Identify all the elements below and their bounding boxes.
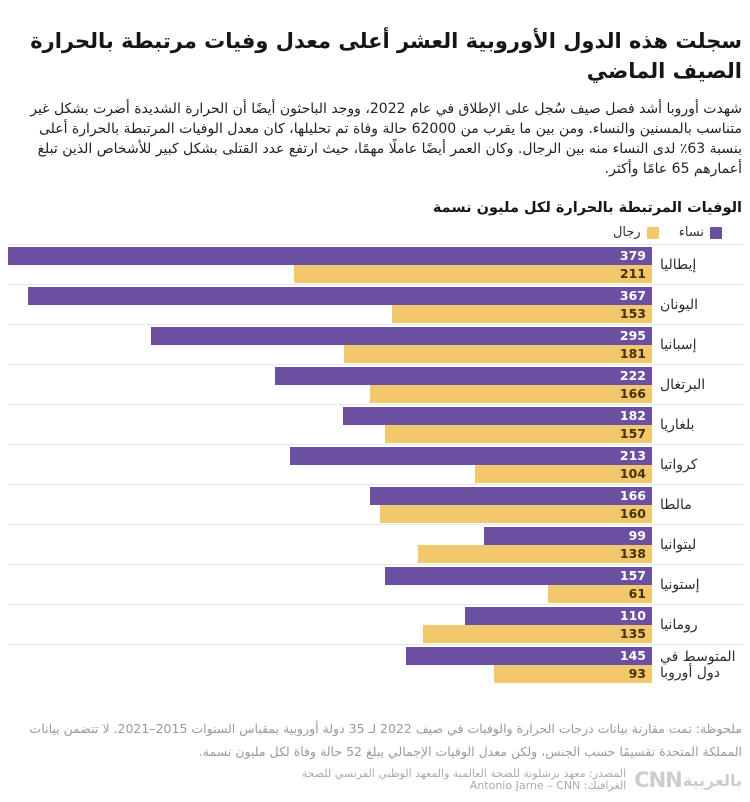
cnn-arabic-logo: بالعربية CNN [634,768,742,792]
men-value: 166 [619,385,646,401]
men-value: 211 [619,265,646,281]
footer: بالعربية CNN المصدر: معهد برشلونة للصحة … [8,768,742,793]
country-label: إيطاليا [660,256,697,273]
women-value: 157 [619,567,646,583]
chart-row: المتوسط في دول أوروبا 145 93 [8,644,742,684]
women-value: 367 [619,287,646,303]
row-bars: 145 93 [8,646,652,683]
men-bar: 211 [293,264,652,283]
men-bar: 135 [422,624,652,643]
men-value: 138 [619,545,646,561]
country-label: البرتغال [660,376,706,393]
men-value: 157 [619,425,646,441]
chart-row: كرواتيا 213 104 [8,444,742,484]
legend-item-women: نساء [679,225,722,240]
credit-name: Antonio Jarne – CNN [469,779,581,792]
women-swatch-icon [710,226,722,239]
men-value: 93 [628,665,646,681]
legend-label-women: نساء [678,225,704,240]
country-label: رومانيا [660,616,698,633]
country-label: كرواتيا [660,456,698,473]
women-value: 295 [619,327,646,343]
bar-chart: إيطاليا 379 211 اليونان 367 153 إسبانيا … [8,244,742,684]
chart-row: رومانيا 110 135 [8,604,742,644]
row-bars: 213 104 [8,446,652,483]
women-bar: 213 [290,446,652,465]
women-bar: 367 [28,286,652,305]
page-title: سجلت هذه الدول الأوروبية العشر أعلى معدل… [30,29,742,83]
men-value: 153 [619,305,646,321]
country-label: إسبانيا [660,336,697,353]
legend-item-men: رجال [613,225,659,240]
chart-row: إسبانيا 295 181 [8,324,742,364]
credits: المصدر: معهد برشلونة للصحة العالمية والم… [302,768,626,792]
men-value: 61 [628,585,646,601]
country-label: إستونيا [660,576,700,593]
men-bar: 138 [417,544,652,563]
country-label: المتوسط في دول أوروبا [660,648,736,681]
women-bar: 145 [405,646,652,665]
row-bars: 222 166 [8,366,652,403]
chart-row: اليونان 367 153 [8,284,742,324]
men-bar: 93 [493,664,652,683]
chart-row: إستونيا 157 61 [8,564,742,604]
men-value: 135 [619,625,646,641]
women-value: 213 [619,447,646,463]
chart-row: بلغاريا 182 157 [8,404,742,444]
country-label: اليونان [660,296,699,313]
men-value: 160 [619,505,646,521]
men-bar: 166 [369,384,652,403]
women-bar: 157 [385,566,652,585]
women-bar: 99 [483,526,652,545]
chart-row: البرتغال 222 166 [8,364,742,404]
men-swatch-icon [646,226,659,239]
country-label: ليتوانيا [660,536,697,553]
women-value: 145 [619,647,646,663]
women-bar: 182 [342,406,652,425]
row-bars: 166 160 [8,486,652,523]
women-value: 166 [619,487,646,503]
chart-row: مالطا 166 160 [8,484,742,524]
men-bar: 104 [475,464,652,483]
row-bars: 295 181 [8,326,652,363]
men-bar: 61 [548,584,652,603]
women-bar: 295 [150,326,652,345]
women-value: 222 [619,367,646,383]
credit-line: الغرافيك: Antonio Jarne – CNN [302,780,626,792]
women-bar: 110 [465,606,652,625]
row-bars: 110 135 [8,606,652,643]
row-bars: 379 211 [8,246,652,283]
women-bar: 166 [369,486,652,505]
credit-label: الغرافيك: [583,779,627,792]
women-value: 110 [619,607,646,623]
women-value: 379 [619,247,646,263]
country-label: مالطا [660,496,692,513]
cnn-logo-text: CNN [634,768,683,792]
men-value: 104 [619,465,646,481]
men-bar: 160 [380,504,652,523]
row-bars: 367 153 [8,286,652,323]
women-bar: 379 [8,246,652,265]
men-bar: 153 [392,304,652,323]
men-value: 181 [619,345,646,361]
source-line: المصدر: معهد برشلونة للصحة العالمية والم… [301,767,627,780]
chart-title: الوفيات المرتبطة بالحرارة لكل مليون نسمة [432,200,742,216]
row-bars: 157 61 [8,566,652,603]
chart-legend: نساء رجال [8,225,742,240]
men-bar: 181 [344,344,652,363]
chart-row: إيطاليا 379 211 [8,244,742,284]
chart-note: ملحوظة: تمت مقارنة بيانات درجات الحرارة … [29,721,742,759]
men-bar: 157 [385,424,652,443]
logo-arabic-text: بالعربية [682,770,742,790]
chart-row: ليتوانيا 99 138 [8,524,742,564]
legend-label-men: رجال [612,225,641,240]
country-label: بلغاريا [660,416,695,433]
row-bars: 182 157 [8,406,652,443]
women-value: 182 [619,407,646,423]
row-bars: 99 138 [8,526,652,563]
women-value: 99 [628,527,646,543]
women-bar: 222 [274,366,652,385]
intro-paragraph: شهدت أوروبا أشد فصل صيف سُجل على الإطلاق… [30,101,742,177]
